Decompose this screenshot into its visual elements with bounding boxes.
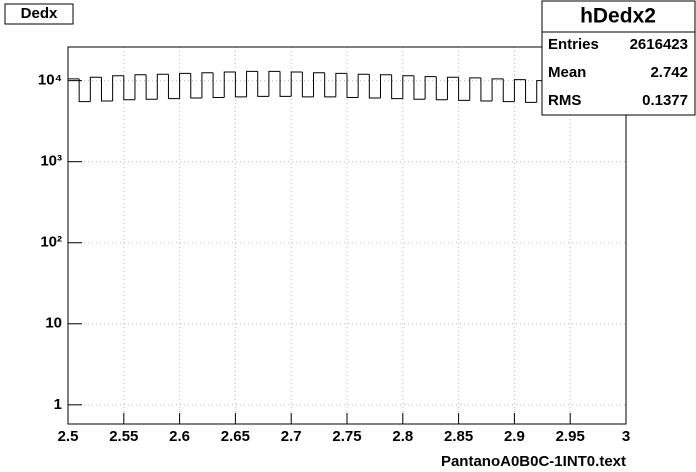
histogram-bin (335, 72, 347, 97)
histogram-bin (268, 70, 281, 97)
histogram-bin (190, 73, 202, 99)
histogram-bin (212, 72, 225, 98)
histogram-bin (290, 71, 303, 97)
histogram-bin (100, 77, 113, 102)
y-tick-label: 1 (54, 396, 62, 413)
histogram-bin (513, 79, 526, 102)
histogram-bin (223, 71, 236, 98)
histogram-bin (346, 73, 359, 98)
histogram-bin (413, 75, 426, 100)
histogram-bin (201, 72, 214, 99)
histogram-bin (491, 78, 504, 102)
x-tick-label: 2.65 (221, 428, 250, 445)
stats-label: Entries (548, 36, 599, 53)
histogram-bin (525, 79, 537, 103)
histogram-bin (435, 76, 448, 101)
histogram-bin (391, 74, 403, 100)
title-box (4, 3, 74, 25)
histogram-bin (469, 77, 481, 101)
histogram-bin (123, 75, 135, 101)
histogram-bin (234, 71, 247, 98)
x-tick-label: 2.85 (444, 428, 473, 445)
histogram-bin (301, 71, 314, 98)
histogram-bin (446, 76, 459, 100)
histogram-bin (313, 72, 325, 97)
histogram-bin (134, 74, 147, 100)
histogram-bin (368, 74, 381, 99)
y-tick-label: 10⁴ (38, 72, 62, 89)
stats-value: 2616423 (630, 36, 688, 53)
x-tick-label: 3 (622, 428, 630, 445)
stats-value: 2.742 (650, 64, 688, 81)
histogram-bin (167, 74, 180, 100)
histogram-bin (458, 77, 470, 101)
histogram-bin (424, 76, 437, 100)
stats-value: 0.1377 (642, 92, 688, 109)
x-tick-label: 2.75 (332, 428, 361, 445)
stats-box (541, 0, 696, 116)
histogram-bin (257, 71, 269, 97)
x-tick-label: 2.55 (109, 428, 138, 445)
x-tick-label: 2.5 (58, 428, 79, 445)
histogram-bin (156, 73, 169, 100)
chart-title: Dedx (21, 5, 58, 22)
histogram-bin (402, 75, 414, 99)
histogram-bin (357, 73, 370, 98)
x-tick-label: 2.95 (556, 428, 585, 445)
histogram-bin (89, 76, 102, 102)
stats-label: RMS (548, 92, 581, 109)
histogram-bin (145, 74, 158, 100)
histogram-bin (112, 75, 124, 102)
stats-label: Mean (548, 64, 586, 81)
x-tick-label: 2.9 (504, 428, 525, 445)
y-tick-label: 10 (45, 315, 62, 332)
x-tick-label: 2.6 (169, 428, 190, 445)
histogram-bin (179, 72, 191, 99)
y-tick-label: 10³ (40, 153, 62, 170)
x-tick-label: 2.7 (281, 428, 302, 445)
histogram-bin (379, 74, 392, 99)
histogram-bin (324, 72, 336, 98)
histogram-bin (502, 78, 515, 103)
histogram-bin (78, 78, 91, 103)
histogram-bin (480, 77, 493, 102)
x-tick-label: 2.8 (392, 428, 413, 445)
histogram-bin (279, 71, 292, 97)
stats-title: hDedx2 (580, 5, 656, 28)
histogram-bin (246, 70, 258, 97)
x-axis-title: PantanoA0B0C-1INT0.text (441, 453, 626, 470)
y-tick-label: 10² (40, 234, 62, 251)
